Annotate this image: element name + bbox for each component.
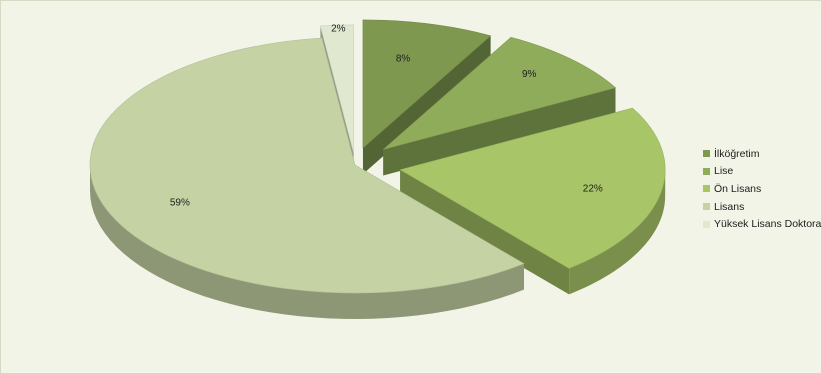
data-label-i̇lköğretim: 8% [396,53,411,64]
pie-slice-side [400,169,570,295]
pie-slice-top [362,19,492,149]
legend-item: Lise [703,163,821,181]
legend-swatch [703,167,710,175]
data-label-lisans: 59% [170,198,190,209]
legend-label: Yüksek Lisans Doktora [714,218,822,231]
pie-slice-wall [569,169,666,295]
pie-slice-side [383,87,616,176]
pie-slice-lise [383,36,617,176]
legend-swatch [703,203,710,211]
data-label-ön-lisans: 22% [583,183,603,194]
legend-swatch [703,220,710,228]
pie-slice-top [320,24,354,153]
legend-label: Ön Lisans [714,182,762,195]
legend-label: Lise [714,165,734,178]
pie-slice-wall [90,165,524,319]
pie-slice-top [89,37,525,294]
legend-item: Yüksek Lisans Doktora [703,215,821,233]
legend-label: İlköğretim [714,147,760,160]
legend-item: İlköğretim [703,145,821,163]
legend-item: Ön Lisans [703,180,821,198]
pie-slice-top [399,107,666,269]
legend-item: Lisans [703,198,821,216]
data-label-lise: 9% [522,69,537,80]
legend: İlköğretim Lise Ön Lisans Lisans Yüksek Lisa… [703,145,821,233]
legend-swatch [703,150,710,158]
legend-label: Lisans [714,200,745,213]
data-label-yüksek-lisans-doktora: 2% [331,23,346,34]
pie-slice-top [383,36,617,150]
legend-swatch [703,185,710,193]
pie-slice-ön-lisans [399,107,666,295]
pie-slice-lisans [89,37,525,319]
